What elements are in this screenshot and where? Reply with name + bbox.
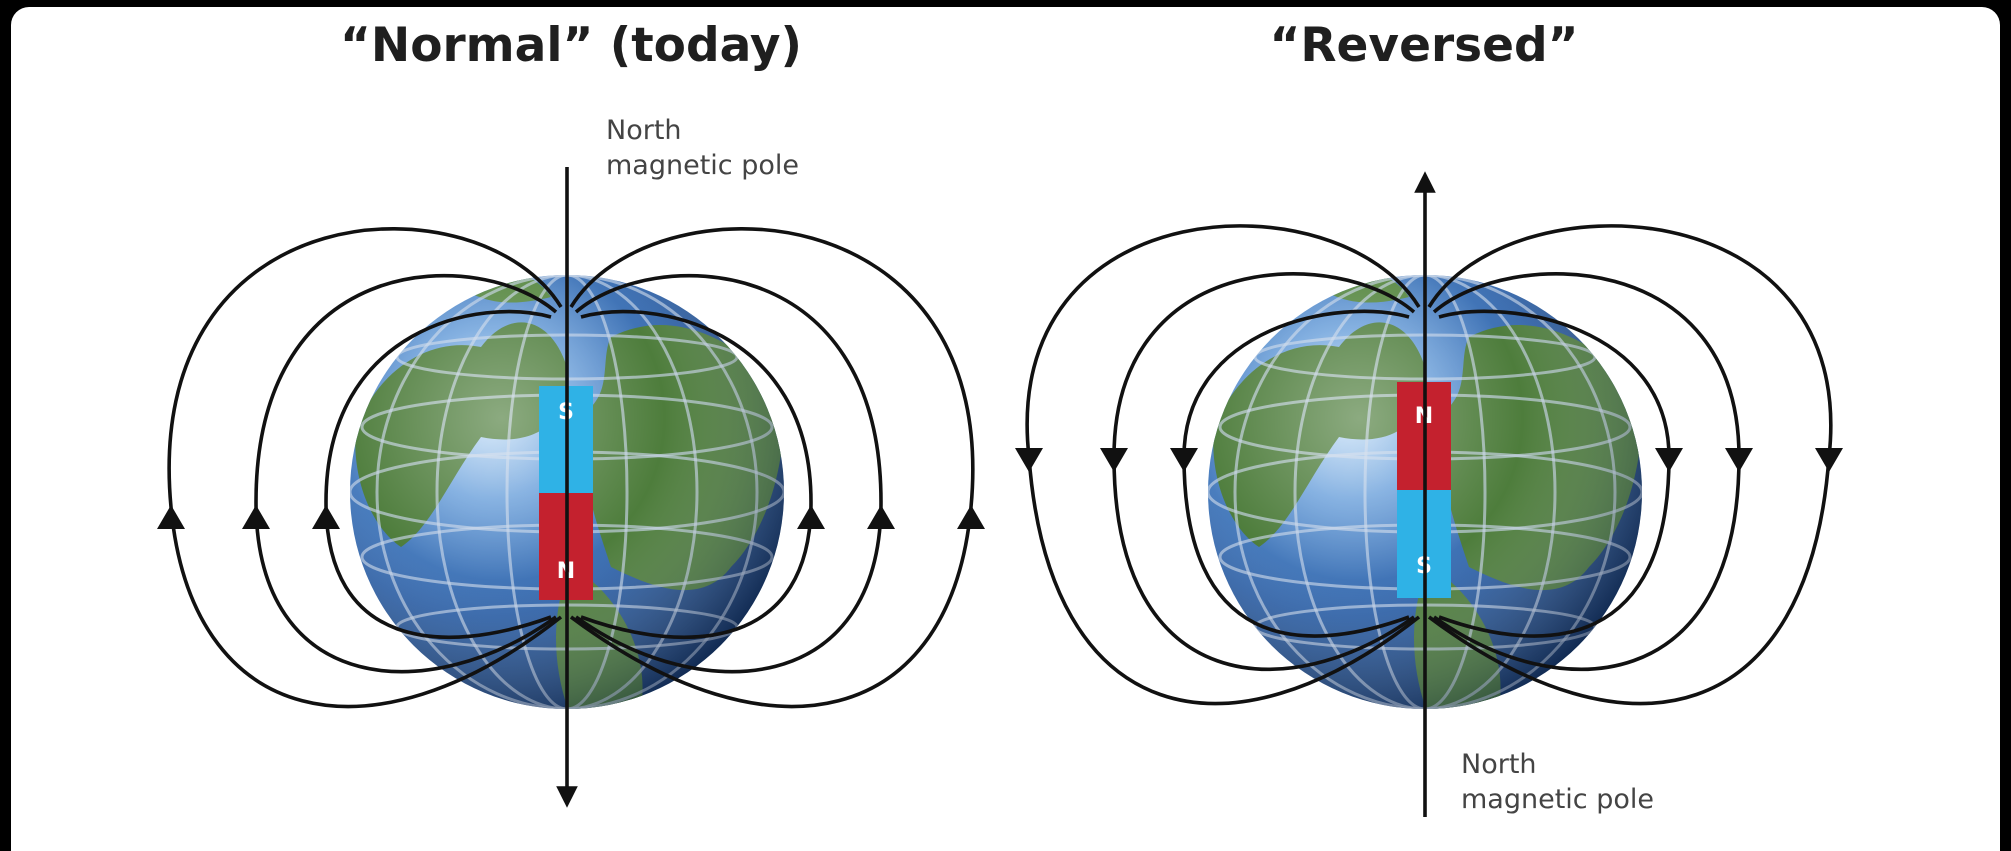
field-lines (1015, 171, 1843, 817)
field-arrowheads (1015, 448, 1843, 472)
north-pole-label: North magnetic pole (606, 115, 799, 181)
field-lines (157, 167, 985, 808)
panel-title: “Normal” (today) (340, 18, 802, 73)
panel-normal: “Normal” (today) (157, 18, 985, 808)
svg-text:magnetic pole: magnetic pole (1461, 784, 1654, 815)
panel-title: “Reversed” (1269, 18, 1578, 73)
field-arrowheads (157, 505, 985, 529)
magnetic-field-diagram: “Normal” (today) (157, 18, 1843, 817)
panel-reversed: “Reversed” (1015, 18, 1843, 817)
svg-text:magnetic pole: magnetic pole (606, 150, 799, 181)
north-pole-label: North magnetic pole (1461, 749, 1654, 815)
svg-text:North: North (606, 115, 682, 146)
diagram-canvas: “Normal” (today) (11, 7, 2000, 851)
svg-text:North: North (1461, 749, 1537, 780)
